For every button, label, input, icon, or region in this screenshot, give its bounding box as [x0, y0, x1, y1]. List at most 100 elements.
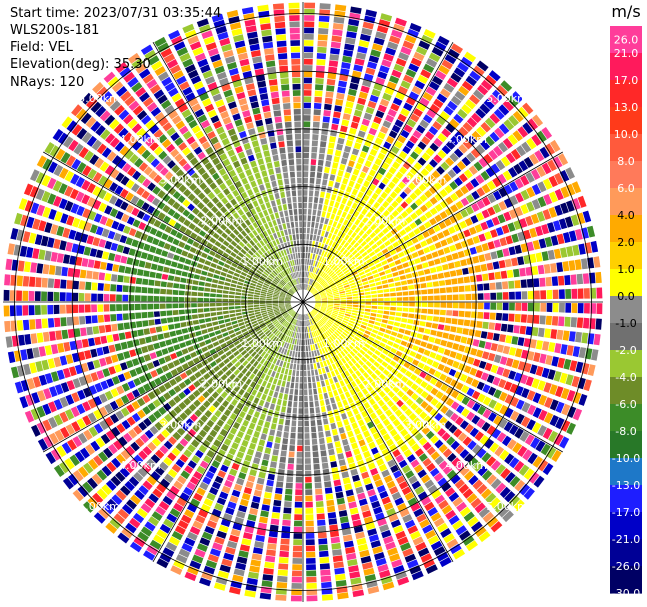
range-gate [377, 310, 384, 314]
range-gate [484, 231, 492, 240]
range-gate [309, 407, 315, 414]
range-gate [73, 143, 84, 155]
range-gate [199, 341, 206, 348]
range-gate [263, 367, 269, 374]
range-gate [397, 86, 408, 95]
range-gate [524, 434, 535, 446]
range-gate [296, 470, 303, 477]
range-gate [239, 411, 246, 419]
range-gate [357, 330, 364, 336]
range-gate [278, 462, 286, 470]
range-gate [306, 576, 317, 583]
range-gate [54, 211, 63, 222]
range-gate [161, 348, 169, 355]
range-gate [378, 19, 391, 28]
range-gate [149, 352, 157, 360]
range-gate [449, 215, 458, 224]
range-gate [230, 198, 238, 206]
range-gate [310, 287, 315, 293]
range-gate [307, 278, 311, 285]
range-gate [442, 263, 449, 271]
range-gate [482, 196, 491, 207]
range-gate [381, 404, 389, 412]
range-gate [374, 277, 381, 282]
range-gate [32, 376, 42, 388]
range-gate [331, 349, 337, 356]
range-gate [337, 271, 343, 276]
range-gate [317, 242, 322, 249]
range-gate [392, 254, 399, 261]
range-gate [208, 465, 218, 474]
range-gate [285, 284, 291, 289]
range-gate [383, 141, 392, 150]
range-gate [53, 414, 64, 426]
range-gate [245, 370, 252, 378]
range-gate [345, 346, 351, 353]
range-gate [154, 466, 165, 476]
range-gate [52, 180, 63, 192]
range-gate [431, 274, 438, 280]
range-gate [136, 186, 145, 196]
range-gate [281, 271, 286, 277]
range-gate [559, 303, 565, 313]
range-gate [303, 208, 307, 215]
range-gate [581, 227, 589, 239]
range-gate [104, 205, 113, 215]
range-gate [80, 327, 87, 337]
range-gate [223, 552, 234, 561]
range-gate [223, 358, 230, 365]
range-gate [310, 159, 317, 166]
range-gate [262, 344, 268, 350]
range-gate [540, 290, 547, 300]
range-gate [288, 330, 292, 337]
range-gate [136, 127, 147, 138]
range-gate [160, 167, 169, 176]
range-gate [463, 276, 470, 284]
range-gate [249, 381, 256, 388]
range-gate [373, 273, 380, 278]
range-gate [121, 419, 131, 430]
range-gate [228, 299, 235, 302]
range-gate [314, 283, 320, 288]
range-gate [206, 449, 215, 459]
range-gate [340, 232, 347, 239]
range-gate [248, 310, 255, 314]
range-gate [448, 262, 455, 270]
range-gate [418, 453, 428, 462]
range-gate [343, 378, 350, 385]
range-gate [419, 371, 427, 379]
range-gate [445, 123, 456, 133]
range-gate [427, 507, 438, 517]
range-gate [354, 345, 361, 352]
range-gate [368, 398, 376, 406]
range-gate [247, 475, 256, 483]
range-gate [351, 442, 359, 450]
range-gate [436, 331, 443, 338]
range-gate [531, 134, 542, 146]
range-gate [155, 350, 163, 358]
range-gate [452, 302, 459, 309]
range-gate [334, 567, 345, 575]
range-gate [53, 356, 62, 368]
range-gate [288, 451, 295, 458]
range-gate [209, 429, 218, 438]
range-gate [338, 288, 345, 292]
range-gate [306, 284, 310, 291]
range-gate [476, 126, 487, 137]
range-gate [236, 430, 244, 439]
range-gate [471, 302, 478, 309]
range-gate [303, 320, 305, 327]
range-gate [409, 350, 417, 358]
range-gate [209, 250, 216, 257]
range-gate [398, 345, 405, 352]
range-gate [375, 262, 382, 269]
range-gate [350, 357, 357, 365]
range-gate [273, 279, 279, 284]
range-gate [268, 376, 274, 383]
range-gate [478, 360, 487, 369]
range-gate [343, 269, 350, 275]
range-gate [137, 531, 149, 542]
range-gate [346, 166, 353, 174]
range-gate [336, 497, 345, 505]
range-gate [152, 255, 160, 263]
